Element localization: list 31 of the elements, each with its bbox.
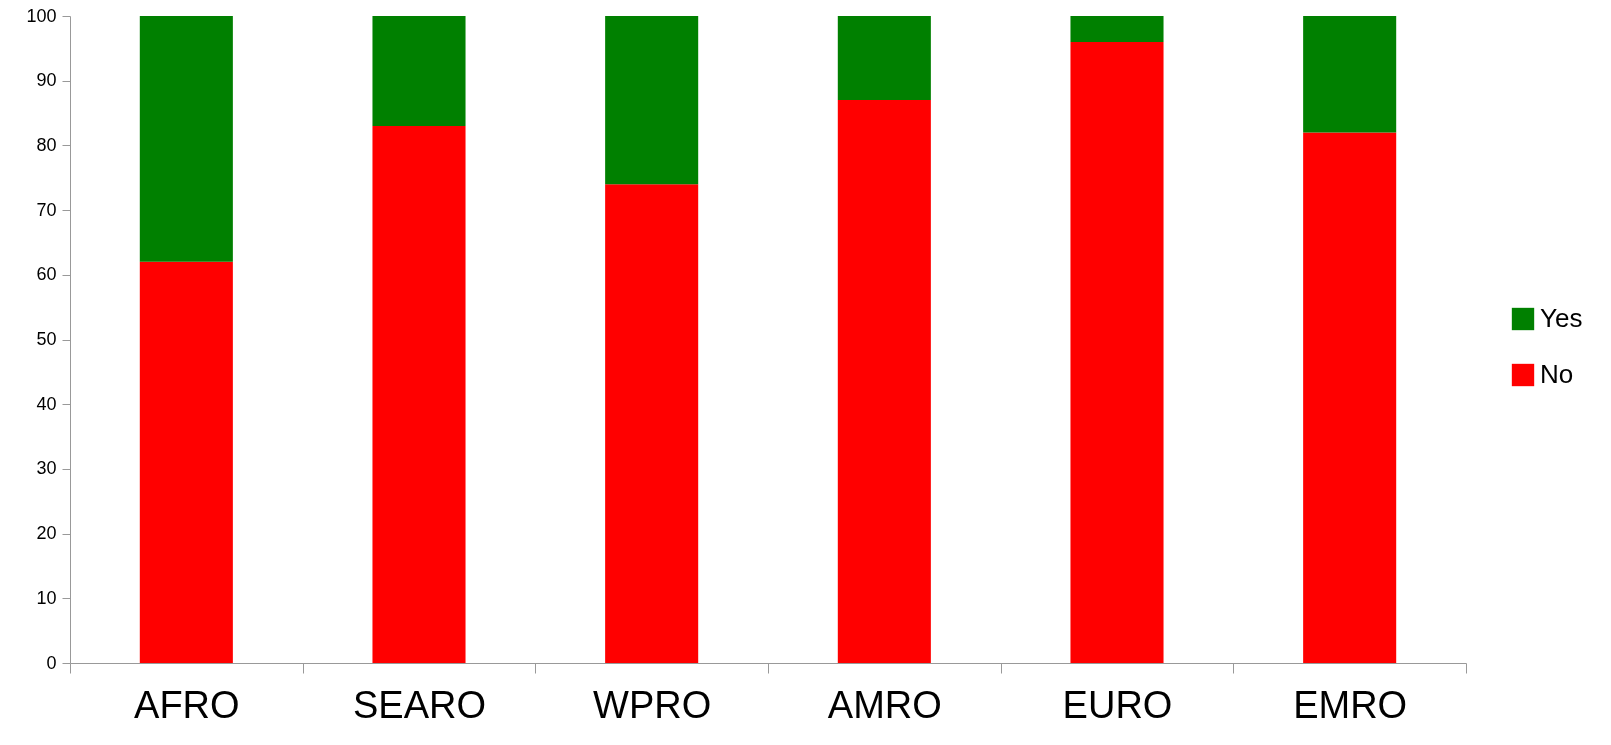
y-tick-label: 70 — [36, 199, 57, 220]
bar — [372, 16, 466, 126]
y-tick-label: 20 — [36, 523, 57, 544]
bar — [1303, 132, 1397, 663]
bar — [139, 16, 233, 262]
y-tick-label: 40 — [36, 393, 57, 414]
x-tick-label: WPRO — [593, 683, 712, 726]
bar — [605, 16, 699, 185]
bar — [139, 261, 233, 663]
bar — [372, 125, 466, 663]
legend-label: No — [1540, 359, 1574, 389]
y-tick-label: 50 — [36, 329, 57, 349]
y-tick-label: 0 — [46, 652, 57, 673]
y-tick-label: 30 — [36, 458, 57, 479]
bar — [837, 100, 931, 663]
y-tick-label: 80 — [36, 134, 57, 155]
y-tick-label: 90 — [36, 70, 57, 91]
bar — [1303, 16, 1397, 133]
bar — [837, 16, 931, 101]
y-tick-label: 60 — [36, 264, 57, 285]
bar — [1070, 41, 1164, 663]
y-tick-label: 10 — [36, 587, 57, 608]
y-tick-label: 100 — [26, 5, 57, 26]
x-tick-label: AMRO — [827, 683, 942, 726]
bar — [1070, 16, 1164, 42]
x-tick-label: EMRO — [1293, 683, 1408, 726]
legend-label: Yes — [1540, 303, 1583, 333]
x-tick-label: SEARO — [352, 683, 487, 726]
x-tick-label: EURO — [1062, 683, 1173, 726]
bar — [605, 184, 699, 663]
x-tick-label: AFRO — [134, 683, 240, 726]
